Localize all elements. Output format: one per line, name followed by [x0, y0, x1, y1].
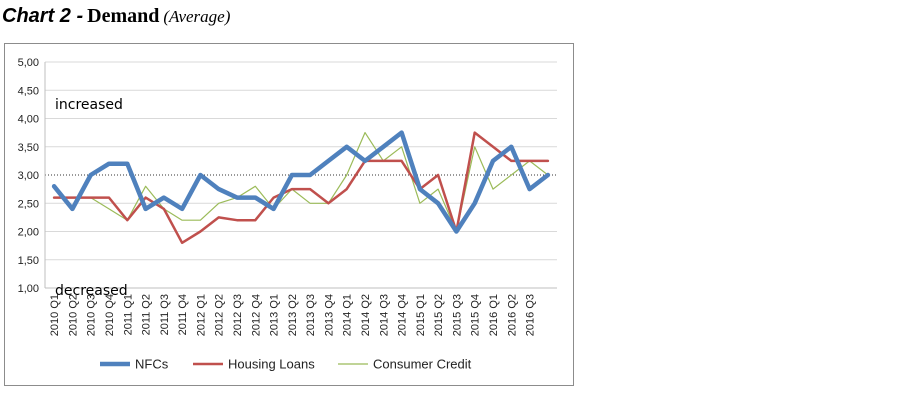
- y-tick-label: 3,00: [18, 170, 39, 182]
- series-line-housing-loans: [52, 131, 550, 245]
- x-tick-label: 2012 Q3: [232, 294, 244, 336]
- annotation-decreased: decreased: [55, 283, 128, 299]
- chart-frame: 1,00 1,50 2,00 2,50 3,00 3,50 4,00 4,50 5,00 201…: [4, 43, 574, 386]
- line-chart: 1,00 1,50 2,00 2,50 3,00 3,50 4,00 4,50 5,00 201…: [18, 57, 557, 372]
- y-tick-label: 4,50: [18, 85, 39, 97]
- x-tick-label: 2016 Q1: [488, 294, 500, 336]
- x-tick-label: 2012 Q2: [214, 294, 226, 336]
- x-tick-label: 2011 Q2: [141, 294, 153, 335]
- y-tick-label: 1,50: [18, 255, 39, 267]
- series-line-nfcs: [51, 130, 551, 234]
- gridlines: [45, 61, 557, 289]
- x-tick-label: 2011 Q3: [159, 294, 171, 335]
- x-tick-label: 2014 Q3: [378, 294, 390, 336]
- legend-label-nfcs: NFCs: [135, 357, 169, 372]
- y-tick-label: 4,00: [18, 114, 39, 126]
- x-tick-label: 2015 Q2: [433, 294, 445, 336]
- x-axis: 2010 Q1 2010 Q2 2010 Q3 2010 Q4 2011 Q1 2011 …: [44, 62, 557, 336]
- legend-label-housing-loans: Housing Loans: [228, 357, 315, 372]
- annotation-increased: increased: [55, 97, 123, 113]
- chart-name: Demand: [87, 5, 160, 27]
- x-tick-label: 2013 Q2: [287, 294, 299, 336]
- x-tick-label: 2010 Q2: [67, 294, 79, 336]
- y-tick-label: 1,00: [18, 283, 39, 295]
- x-tick-label: 2016 Q2: [506, 294, 518, 336]
- x-tick-label: 2011 Q4: [177, 294, 189, 335]
- x-tick-label: 2013 Q4: [323, 294, 335, 336]
- chart-number: Chart 2 -: [2, 5, 84, 27]
- x-tick-label: 2012 Q4: [250, 294, 262, 336]
- x-tick-label: 2010 Q1: [49, 294, 61, 336]
- legend-label-consumer-credit: Consumer Credit: [373, 357, 472, 372]
- series-line-consumer-credit: [53, 131, 549, 233]
- chart-title: Chart 2 - Demand (Average): [2, 2, 230, 30]
- x-tick-label: 2011 Q1: [122, 294, 134, 335]
- legend: NFCs Housing Loans Consumer Credit: [100, 357, 472, 372]
- x-tick-label: 2014 Q4: [397, 294, 409, 336]
- y-tick-label: 2,00: [18, 227, 39, 239]
- y-axis: 1,00 1,50 2,00 2,50 3,00 3,50 4,00 4,50 5,00: [18, 57, 39, 295]
- x-tick-label: 2013 Q1: [269, 294, 281, 336]
- x-tick-label: 2015 Q1: [415, 294, 427, 336]
- series-lines: [51, 130, 551, 245]
- x-tick-label: 2014 Q1: [342, 294, 354, 336]
- y-tick-label: 3,50: [18, 142, 39, 154]
- x-tick-label: 2015 Q3: [451, 294, 463, 336]
- x-tick-label: 2016 Q3: [525, 294, 537, 336]
- x-tick-label: 2014 Q2: [360, 294, 372, 336]
- x-tick-label: 2013 Q3: [305, 294, 317, 336]
- y-tick-label: 2,50: [18, 198, 39, 210]
- chart-note: (Average): [163, 7, 231, 26]
- x-tick-label: 2015 Q4: [470, 294, 482, 336]
- x-tick-label: 2010 Q4: [104, 294, 116, 336]
- x-tick-label: 2010 Q3: [86, 294, 98, 336]
- y-tick-label: 5,00: [18, 57, 39, 69]
- x-tick-label: 2012 Q1: [195, 294, 207, 336]
